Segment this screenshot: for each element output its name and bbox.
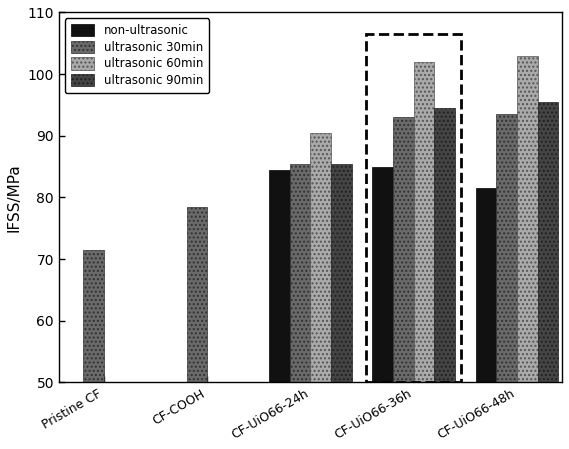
Bar (331, 163, 352, 449)
Bar (476, 188, 496, 449)
Bar (311, 133, 331, 449)
Y-axis label: IFSS/MPa: IFSS/MPa (7, 163, 22, 232)
Bar (269, 170, 290, 449)
Bar (366, 34, 461, 383)
Bar (517, 56, 538, 449)
Bar (372, 167, 393, 449)
Bar (290, 163, 311, 449)
Bar (434, 108, 455, 449)
Bar (414, 62, 434, 449)
Legend: non-ultrasonic, ultrasonic 30min, ultrasonic 60min, ultrasonic 90min: non-ultrasonic, ultrasonic 30min, ultras… (65, 18, 209, 93)
Bar (187, 207, 207, 449)
Bar (538, 102, 558, 449)
Bar (496, 114, 517, 449)
Bar (393, 117, 414, 449)
Bar (84, 250, 104, 449)
